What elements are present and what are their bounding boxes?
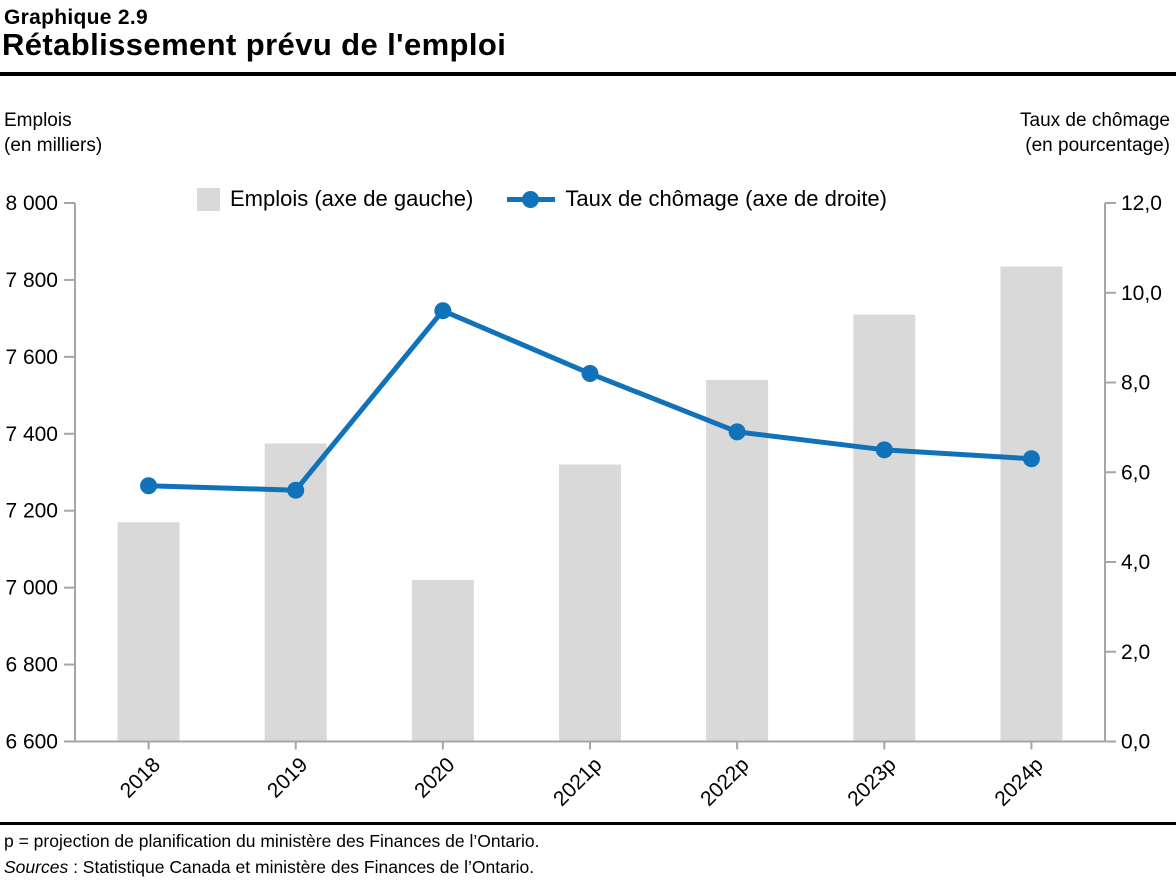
right-axis-tick-label: 12,0 (1121, 192, 1162, 215)
left-axis-tick-label: 6 800 (5, 654, 58, 677)
x-axis-label-2022p: 2022p (696, 753, 754, 811)
employment-bar-2018 (117, 522, 180, 742)
footer-divider (0, 822, 1176, 825)
left-axis-unit-line2: (en milliers) (4, 135, 103, 156)
title-divider (0, 72, 1176, 76)
legend-label-emplois: Emplois (axe de gauche) (230, 186, 474, 211)
bar-swatch-icon (197, 187, 220, 211)
right-axis-unit-line2: (en pourcentage) (1025, 135, 1170, 156)
legend: Emplois (axe de gauche) Taux de chômage … (197, 186, 887, 212)
unemployment-point-2022p (728, 423, 746, 441)
left-axis-unit-line1: Emplois (4, 110, 72, 131)
left-axis-tick-label: 8 000 (5, 192, 58, 215)
employment-bar-2023p (853, 314, 916, 742)
x-axis-label-2024p: 2024p (990, 753, 1048, 811)
line-dot-swatch-icon (507, 188, 556, 210)
right-axis-unit: Taux de chômage (en pourcentage) (1020, 108, 1170, 158)
unemployment-point-2018 (140, 477, 158, 495)
legend-label-taux-chomage: Taux de chômage (axe de droite) (565, 186, 887, 211)
left-axis-tick-label: 7 000 (5, 577, 58, 600)
left-axis-tick-label: 7 400 (5, 423, 58, 446)
chart-number: Graphique 2.9 (4, 6, 148, 29)
right-axis-tick-label: 0,0 (1121, 731, 1150, 754)
right-axis-unit-line1: Taux de chômage (1020, 110, 1170, 131)
unemployment-point-2023p (875, 441, 893, 459)
unemployment-point-2019 (287, 481, 305, 499)
sources-text: : Statistique Canada et ministère des Fi… (68, 857, 535, 877)
right-axis-tick-label: 4,0 (1121, 551, 1150, 574)
x-axis-label-2023p: 2023p (843, 753, 901, 811)
x-axis-label-2021p: 2021p (549, 753, 607, 811)
legend-item-taux-chomage: Taux de chômage (axe de droite) (507, 186, 887, 212)
x-axis-label-2020: 2020 (410, 753, 459, 802)
left-axis-tick-label: 7 600 (5, 346, 58, 369)
x-axis-label-2019: 2019 (263, 753, 312, 802)
employment-bar-2024p (1000, 266, 1063, 742)
right-axis-tick-label: 2,0 (1121, 641, 1150, 664)
left-axis-tick-label: 7 800 (5, 269, 58, 292)
employment-bar-2020 (411, 579, 474, 742)
unemployment-point-2020 (434, 302, 452, 320)
left-axis-tick-label: 6 600 (5, 731, 58, 754)
left-axis-tick-label: 7 200 (5, 500, 58, 523)
legend-item-emplois: Emplois (axe de gauche) (197, 186, 473, 212)
unemployment-point-2021p (581, 365, 599, 383)
sources-line: Sources : Statistique Canada et ministèr… (4, 857, 534, 878)
left-axis-unit: Emplois (en milliers) (4, 108, 102, 158)
page-title: Rétablissement prévu de l'emploi (2, 27, 507, 62)
unemployment-point-2024p (1022, 450, 1040, 468)
right-axis-tick-label: 6,0 (1121, 461, 1150, 484)
right-axis-tick-label: 8,0 (1121, 372, 1150, 395)
x-axis-label-2018: 2018 (116, 753, 165, 802)
right-axis-tick-label: 10,0 (1121, 282, 1162, 305)
projection-footnote: p = projection de planification du minis… (4, 831, 540, 851)
sources-label: Sources (4, 857, 69, 877)
employment-bar-2021p (559, 464, 621, 742)
